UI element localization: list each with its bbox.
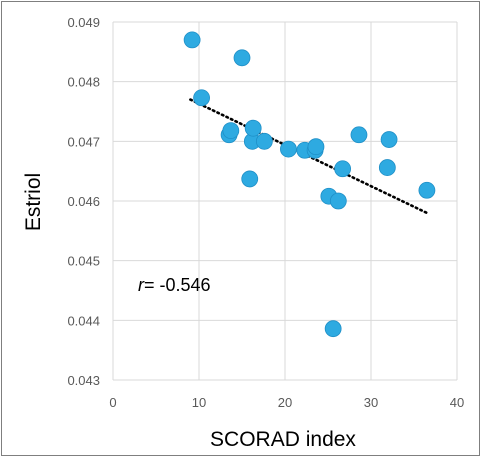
data-point xyxy=(222,122,240,139)
y-tick-label: 0.046 xyxy=(67,194,100,209)
data-point xyxy=(244,119,262,137)
data-point xyxy=(233,49,251,67)
x-axis-label: SCORAD index xyxy=(210,428,356,451)
data-point xyxy=(280,140,297,158)
y-axis-label: Estriol xyxy=(22,173,45,231)
data-point xyxy=(418,181,436,199)
data-point xyxy=(380,131,398,148)
data-point xyxy=(334,160,352,178)
data-point xyxy=(350,126,368,144)
x-tick-label: 40 xyxy=(450,395,464,410)
x-tick-label: 20 xyxy=(278,395,292,410)
x-tick-label: 0 xyxy=(109,395,116,410)
data-points xyxy=(183,31,436,338)
y-tick-label: 0.043 xyxy=(67,373,100,388)
y-tick-label: 0.048 xyxy=(67,75,100,90)
gridlines xyxy=(112,21,458,381)
data-point xyxy=(329,192,347,210)
data-point xyxy=(307,138,325,156)
data-point xyxy=(378,159,396,176)
y-tick-label: 0.047 xyxy=(67,134,100,149)
y-tick-label: 0.044 xyxy=(67,313,100,328)
data-point xyxy=(324,320,342,338)
x-tick-labels: 0 10 20 30 40 xyxy=(109,395,464,410)
x-tick-label: 30 xyxy=(364,395,378,410)
data-point xyxy=(241,170,259,188)
data-point xyxy=(183,31,201,49)
data-point xyxy=(193,89,210,107)
data-point xyxy=(255,132,273,150)
y-tick-labels: 0.043 0.044 0.045 0.046 0.047 0.048 0.049 xyxy=(67,15,100,388)
y-tick-label: 0.049 xyxy=(67,15,100,30)
correlation-annotation: r= -0.546 xyxy=(138,275,211,295)
y-tick-label: 0.045 xyxy=(67,254,100,269)
x-tick-label: 10 xyxy=(192,395,206,410)
